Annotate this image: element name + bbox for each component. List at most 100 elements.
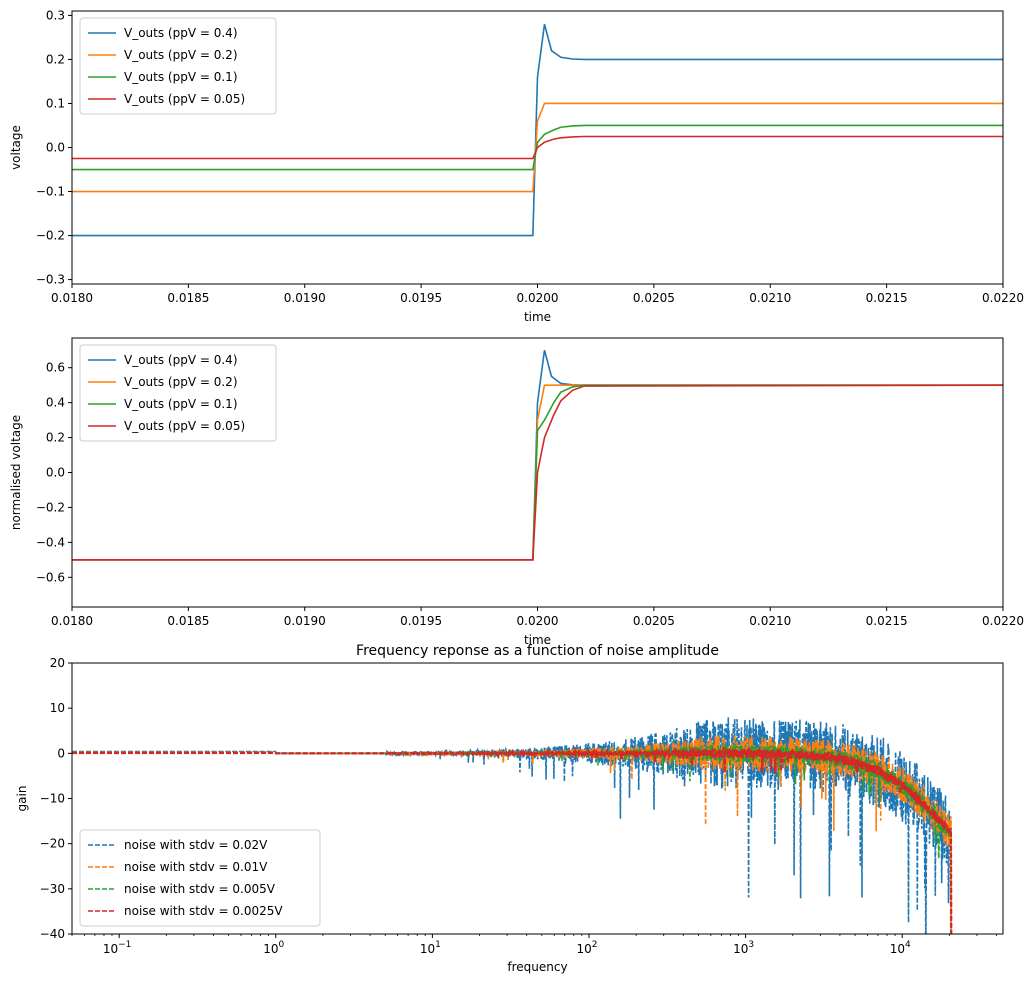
y-tick-label: 10 [50, 701, 65, 715]
y-tick-label: −10 [40, 792, 65, 806]
legend-label: noise with stdv = 0.0025V [124, 904, 283, 918]
x-tick: 0.0190 [284, 284, 326, 305]
x-tick: 0.0200 [517, 607, 559, 628]
y-tick-label: −40 [40, 927, 65, 941]
x-tick-label: 0.0205 [633, 291, 675, 305]
x-tick: 104 [890, 934, 911, 956]
legend-item: V_outs (ppV = 0.2) [88, 48, 238, 62]
legend-label: V_outs (ppV = 0.05) [124, 419, 245, 433]
x-tick: 0.0190 [284, 607, 326, 628]
x-tick-label: 104 [890, 940, 911, 956]
x-tick-exponent: 1 [435, 940, 441, 950]
y-tick-label: −20 [40, 837, 65, 851]
series-line-4 [72, 745, 953, 934]
y-tick-label: −30 [40, 882, 65, 896]
legend-label: V_outs (ppV = 0.1) [124, 397, 238, 411]
y-tick: −0.2 [36, 500, 72, 514]
x-tick: 0.0185 [167, 284, 209, 305]
x-tick: 0.0180 [51, 284, 93, 305]
legend-label: noise with stdv = 0.01V [124, 860, 268, 874]
y-tick: 0.2 [46, 52, 72, 66]
x-tick: 0.0205 [633, 284, 675, 305]
y-tick-label: 0.4 [46, 396, 65, 410]
y-tick: −40 [40, 927, 72, 941]
legend-item: noise with stdv = 0.0025V [88, 904, 283, 918]
x-tick-label: 0.0180 [51, 291, 93, 305]
y-tick: −0.6 [36, 570, 72, 584]
plot-area [72, 24, 1003, 237]
x-tick-label: 0.0185 [167, 291, 209, 305]
y-axis-label: gain [15, 786, 29, 812]
plot-area [72, 350, 1003, 561]
chart-panel-2: 0.0180 0.0185 0.0190 0.0195 0.0200 0.0205 0.02… [9, 337, 1024, 647]
legend-box [79, 344, 277, 442]
x-tick-label: 102 [576, 940, 597, 956]
legend-item: V_outs (ppV = 0.4) [88, 26, 238, 40]
legend-label: V_outs (ppV = 0.2) [124, 375, 238, 389]
y-tick: −0.3 [36, 273, 72, 287]
series-line-3 [72, 124, 1003, 171]
y-tick: −30 [40, 882, 72, 896]
y-axis-label: voltage [9, 125, 23, 170]
x-tick: 0.0205 [633, 607, 675, 628]
y-tick: 0 [57, 746, 72, 760]
y-tick-label: 0.2 [46, 52, 65, 66]
legend-label: noise with stdv = 0.02V [124, 838, 268, 852]
y-tick-label: 0.0 [46, 141, 65, 155]
x-tick: 0.0220 [982, 284, 1024, 305]
y-tick: −0.1 [36, 185, 72, 199]
x-tick-label: 0.0220 [982, 291, 1024, 305]
y-tick: 0.6 [46, 361, 72, 375]
y-tick-label: −0.6 [36, 570, 65, 584]
x-axis-label: frequency [507, 960, 567, 974]
legend-label: V_outs (ppV = 0.05) [124, 92, 245, 106]
x-tick-exponent: 3 [748, 940, 754, 950]
legend-item: noise with stdv = 0.005V [88, 882, 276, 896]
x-tick: 0.0195 [400, 607, 442, 628]
x-tick: 0.0180 [51, 607, 93, 628]
x-tick: 0.0195 [400, 284, 442, 305]
legend: V_outs (ppV = 0.4) V_outs (ppV = 0.2) V_ou… [79, 17, 277, 115]
x-tick-label: 0.0210 [749, 614, 791, 628]
chart-panel-3: 10−1 100 101 102 103 104−40−30−20−1001020freq… [15, 643, 1004, 974]
y-tick: 0.2 [46, 431, 72, 445]
x-tick-label: 0.0195 [400, 614, 442, 628]
legend-item: V_outs (ppV = 0.05) [88, 92, 245, 106]
x-tick: 0.0215 [866, 607, 908, 628]
y-tick: 10 [50, 701, 72, 715]
legend-item: noise with stdv = 0.01V [88, 860, 268, 874]
x-tick-label: 101 [420, 940, 441, 956]
y-tick-label: 0.0 [46, 466, 65, 480]
x-tick: 100 [263, 934, 285, 956]
x-axis-label: time [524, 310, 551, 324]
legend: V_outs (ppV = 0.4) V_outs (ppV = 0.2) V_ou… [79, 344, 277, 442]
y-tick: −20 [40, 837, 72, 851]
x-tick: 103 [733, 934, 754, 956]
y-tick-label: 0.6 [46, 361, 65, 375]
chart-panel-1: 0.0180 0.0185 0.0190 0.0195 0.0200 0.0205 0.02… [9, 8, 1024, 324]
x-tick-exponent: 2 [592, 940, 598, 950]
legend-item: V_outs (ppV = 0.4) [88, 353, 238, 367]
x-tick-label: 100 [263, 940, 284, 956]
x-tick-exponent: 0 [279, 940, 285, 950]
legend-label: V_outs (ppV = 0.2) [124, 48, 238, 62]
x-tick-label: 0.0215 [866, 291, 908, 305]
x-tick: 101 [420, 934, 441, 956]
y-tick-label: −0.1 [36, 185, 65, 199]
y-tick: 0.3 [46, 8, 72, 22]
x-tick-label: 0.0195 [400, 291, 442, 305]
x-tick: 0.0215 [866, 284, 908, 305]
chart-title: Frequency reponse as a function of noise… [356, 643, 719, 659]
x-tick-label: 0.0180 [51, 614, 93, 628]
x-tick: 0.0210 [749, 607, 791, 628]
y-tick: 20 [50, 656, 72, 670]
x-tick-label: 0.0190 [284, 291, 326, 305]
y-tick: 0.1 [46, 96, 72, 110]
y-tick: 0.0 [46, 466, 72, 480]
x-tick: 102 [576, 934, 598, 956]
series-line-2 [72, 102, 1003, 193]
x-tick-exponent: −1 [118, 940, 131, 950]
y-tick-label: 0.2 [46, 431, 65, 445]
x-axis-label: time [524, 633, 551, 647]
